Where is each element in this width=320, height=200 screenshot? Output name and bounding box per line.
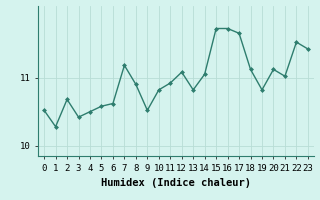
X-axis label: Humidex (Indice chaleur): Humidex (Indice chaleur): [101, 178, 251, 188]
